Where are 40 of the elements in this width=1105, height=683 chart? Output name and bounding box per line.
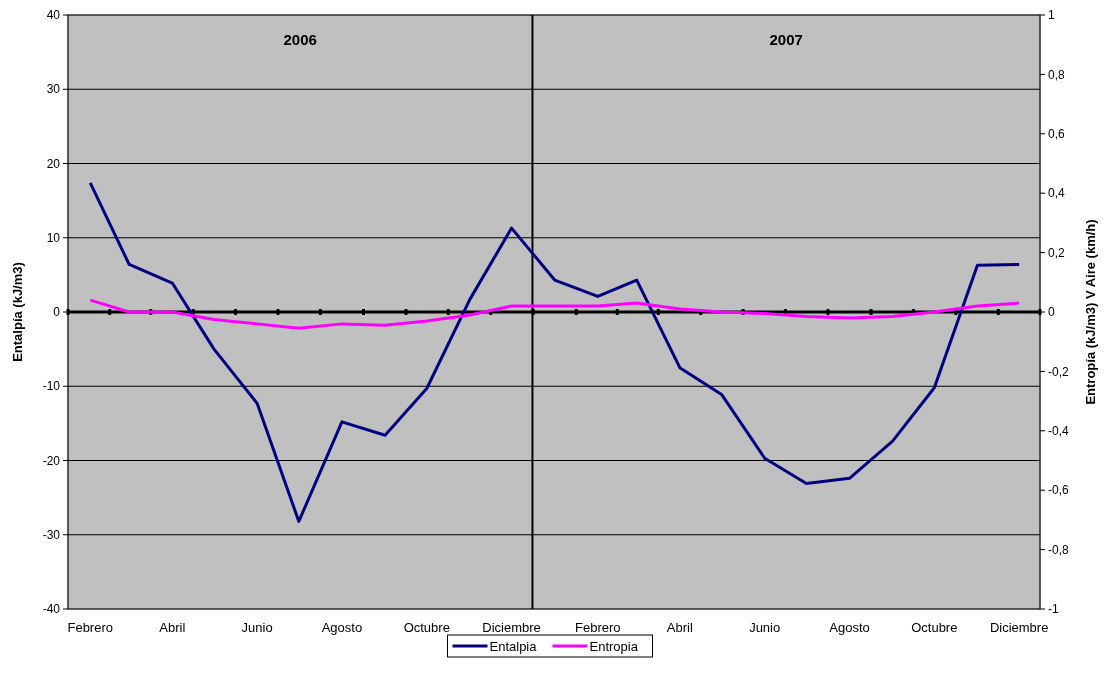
x-tick-label: Febrero [67, 620, 114, 635]
y-tick-label: 30 [46, 82, 61, 97]
annotation: 2007 [769, 31, 803, 48]
x-tick-label: Agosto [321, 620, 363, 635]
legend-label: Entropia [589, 638, 639, 654]
x-tick-label: Octubre [911, 620, 958, 635]
x-tick-label: Abril [159, 620, 186, 635]
y-tick-label: 10 [46, 230, 61, 245]
y2-tick-label: 1 [1048, 8, 1055, 23]
y-tick-label: -20 [42, 453, 61, 468]
x-tick-label: Diciembre [989, 620, 1049, 635]
y2-tick-label: -0,8 [1048, 542, 1069, 557]
y-tick-label: 20 [46, 156, 61, 171]
x-tick-label: Junio [241, 620, 273, 635]
x-tick-label: Junio [749, 620, 781, 635]
annotation: 2006 [283, 31, 317, 48]
y2-tick-label: -0,2 [1048, 364, 1069, 379]
y-tick-label: -10 [42, 379, 61, 394]
y2-tick-label: 0,8 [1048, 67, 1066, 82]
legend-label: Entalpia [489, 638, 538, 654]
y2-tick-label: 0 [1048, 305, 1055, 320]
y-tick-label: 40 [46, 8, 61, 23]
y2-tick-label: 0,2 [1048, 245, 1066, 260]
y-tick-label: -30 [42, 527, 61, 542]
y2-axis-title: Entropía (kJ/m3) V Aire (km/h) [1083, 219, 1098, 405]
y2-tick-label: -0,4 [1048, 424, 1069, 438]
y2-tick-label: 0,6 [1048, 127, 1066, 141]
line-series [88, 298, 1021, 330]
y2-tick-label: -1 [1048, 602, 1059, 617]
x-tick-label: Octubre [403, 620, 450, 635]
y-axis-title: Entalpía (kJ/m3) [10, 262, 25, 362]
y2-tick-label: 0,4 [1048, 186, 1066, 201]
x-tick-label: Agosto [829, 620, 870, 635]
y2-tick-label: -0,6 [1048, 483, 1069, 498]
y-tick-label: 0 [53, 305, 61, 320]
x-tick-label: Diciembre [482, 620, 541, 635]
x-tick-label: Abril [666, 620, 693, 635]
y-tick-label: -40 [42, 602, 61, 617]
line-series [88, 181, 1021, 523]
x-tick-label: Febrero [575, 620, 621, 635]
